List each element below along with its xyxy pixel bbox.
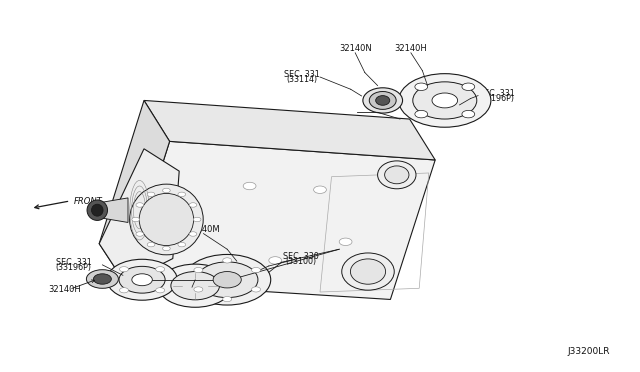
Ellipse shape [140, 193, 194, 246]
Circle shape [194, 267, 203, 273]
Ellipse shape [351, 259, 385, 284]
Circle shape [147, 243, 155, 247]
Ellipse shape [87, 200, 108, 220]
Text: 32140N: 32140N [339, 44, 372, 53]
Circle shape [269, 257, 282, 264]
Ellipse shape [363, 88, 403, 113]
Text: SEC. 331: SEC. 331 [56, 258, 92, 267]
Circle shape [171, 272, 220, 300]
Circle shape [93, 274, 111, 284]
Circle shape [462, 83, 475, 90]
Text: J33200LR: J33200LR [568, 347, 610, 356]
Text: SEC. 330: SEC. 330 [283, 252, 319, 261]
Text: FRONT: FRONT [74, 197, 102, 206]
Circle shape [413, 82, 477, 119]
Circle shape [193, 217, 201, 222]
Circle shape [120, 267, 129, 272]
Polygon shape [99, 198, 128, 222]
Circle shape [147, 192, 155, 196]
Text: (33100): (33100) [285, 257, 316, 266]
Circle shape [132, 217, 140, 222]
Circle shape [189, 232, 197, 236]
Circle shape [432, 93, 458, 108]
Circle shape [194, 287, 203, 292]
Circle shape [156, 288, 164, 293]
Text: (33114): (33114) [287, 75, 317, 84]
Circle shape [399, 74, 491, 127]
Ellipse shape [129, 184, 204, 255]
Text: SEC. 331: SEC. 331 [174, 286, 210, 295]
Polygon shape [144, 100, 435, 160]
Circle shape [314, 186, 326, 193]
Circle shape [107, 259, 177, 300]
Ellipse shape [385, 166, 409, 184]
Polygon shape [99, 149, 179, 283]
Text: SEC. 331: SEC. 331 [479, 89, 515, 97]
Circle shape [252, 287, 260, 292]
Text: SEC. 331: SEC. 331 [284, 70, 320, 79]
Circle shape [196, 262, 258, 298]
Text: (33105E): (33105E) [174, 292, 210, 301]
Ellipse shape [92, 204, 103, 216]
Circle shape [213, 272, 241, 288]
Circle shape [163, 188, 170, 193]
Circle shape [462, 110, 475, 118]
Polygon shape [99, 100, 170, 283]
Circle shape [86, 270, 118, 288]
Circle shape [158, 264, 232, 307]
Circle shape [415, 83, 428, 90]
Circle shape [243, 182, 256, 190]
Circle shape [156, 267, 164, 272]
Ellipse shape [342, 253, 394, 290]
Circle shape [178, 243, 186, 247]
Circle shape [223, 296, 232, 302]
Circle shape [223, 258, 232, 263]
Circle shape [163, 246, 170, 251]
Circle shape [189, 203, 197, 207]
Circle shape [184, 254, 271, 305]
Text: 32140H: 32140H [394, 44, 428, 53]
Circle shape [132, 274, 152, 286]
Circle shape [339, 238, 352, 246]
Circle shape [136, 232, 143, 236]
Circle shape [136, 203, 143, 207]
Ellipse shape [378, 161, 416, 189]
Circle shape [120, 288, 129, 293]
Polygon shape [125, 141, 435, 299]
Circle shape [252, 267, 260, 273]
Text: (33196P): (33196P) [56, 263, 92, 272]
Text: 32140M: 32140M [187, 225, 220, 234]
Circle shape [178, 192, 186, 196]
Text: 32140H: 32140H [48, 285, 81, 294]
Ellipse shape [369, 92, 396, 109]
Ellipse shape [376, 96, 390, 105]
Circle shape [119, 266, 165, 293]
Text: (33196P): (33196P) [479, 94, 515, 103]
Circle shape [415, 110, 428, 118]
